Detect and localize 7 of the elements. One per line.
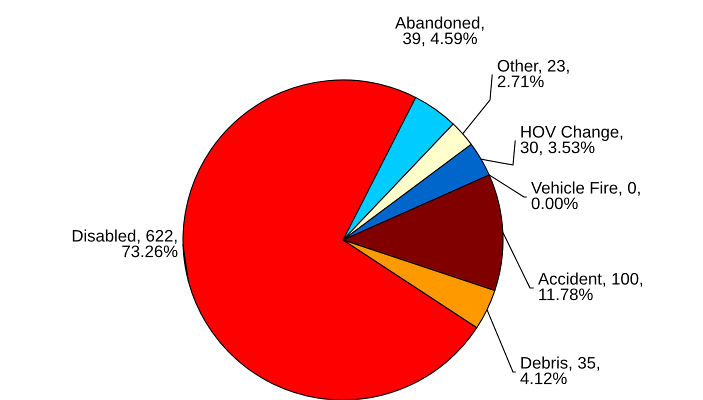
slice-label: Disabled, 622, 73.26% [72, 229, 178, 258]
slice-label: Debris, 35, 4.12% [520, 356, 600, 384]
slice-label: HOV Change, 30, 3.53% [520, 125, 622, 156]
slice-label: Accident, 100, 11.78% [538, 272, 642, 300]
slice-label: Other, 23, 2.71% [498, 59, 569, 88]
legend-label: Vehicle Fire, 0, 0.00% [531, 181, 640, 210]
slice-label: Abandoned, 39, 4.59% [395, 16, 484, 46]
